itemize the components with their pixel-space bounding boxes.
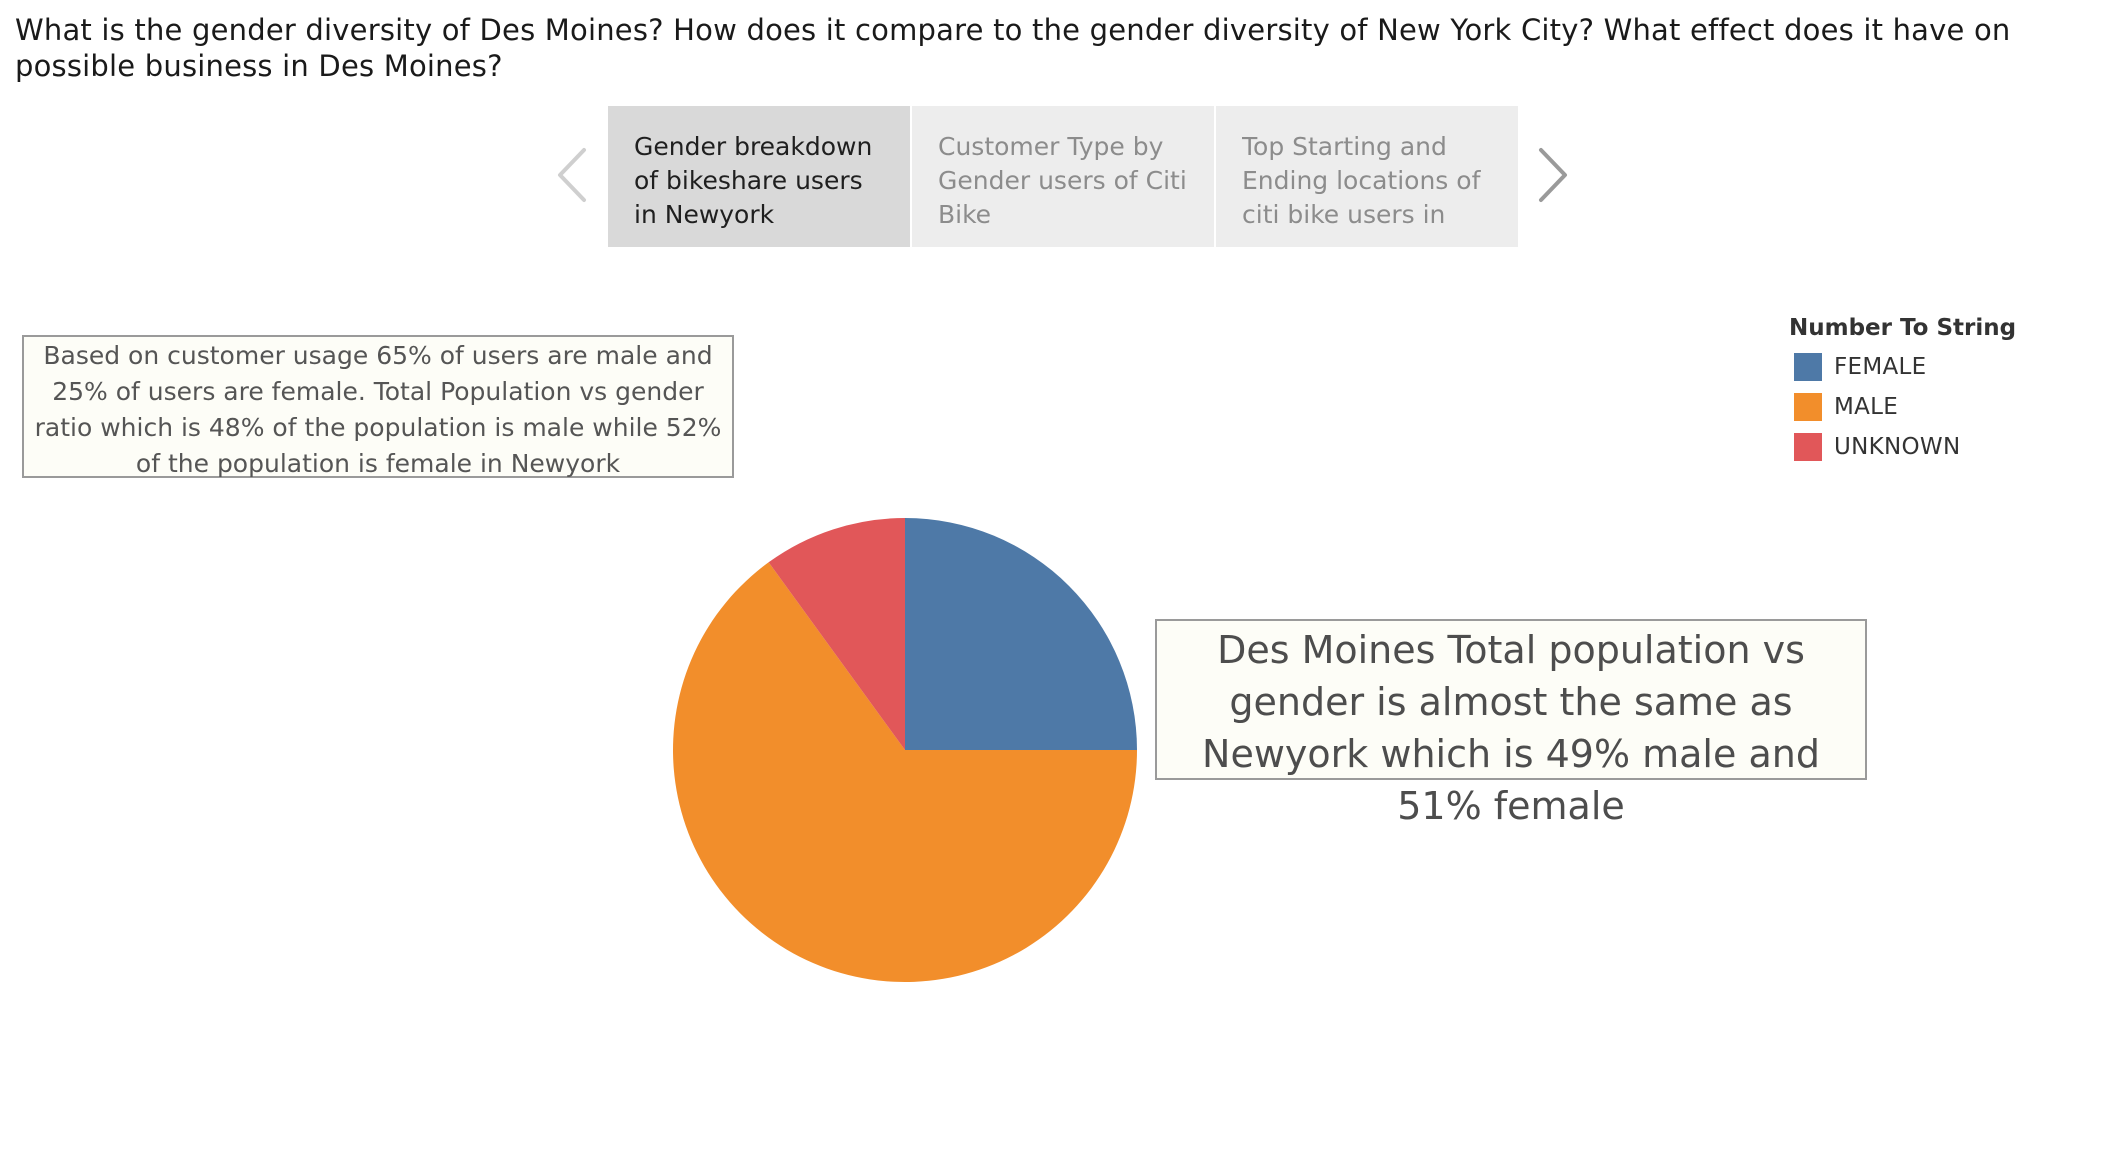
desmoines-annotation: Des Moines Total population vs gender is… bbox=[1155, 619, 1867, 828]
story-point-top-locations[interactable]: Top Starting and Ending locations of cit… bbox=[1216, 106, 1518, 247]
legend-swatch-female bbox=[1794, 353, 1822, 381]
chevron-left-icon bbox=[558, 148, 586, 202]
legend-item-male[interactable]: MALE bbox=[1789, 387, 2089, 427]
story-point-customer-type[interactable]: Customer Type by Gender users of Citi Bi… bbox=[912, 106, 1214, 247]
gender-pie-chart bbox=[673, 518, 1137, 982]
pie-slice-male[interactable] bbox=[673, 562, 1137, 982]
legend-swatch-unknown bbox=[1794, 433, 1822, 461]
legend-label-unknown: UNKNOWN bbox=[1834, 434, 1961, 460]
legend-title: Number To String bbox=[1789, 315, 2017, 341]
story-point-label: Top Starting and Ending locations of cit… bbox=[1242, 132, 1481, 229]
next-story-point-button[interactable] bbox=[1527, 140, 1577, 210]
color-legend: Number To String FEMALE MALE UNKNOWN bbox=[1789, 313, 2089, 467]
pie-slice-female[interactable] bbox=[905, 518, 1137, 750]
story-point-gender-breakdown[interactable]: Gender breakdown of bikeshare users in N… bbox=[608, 106, 910, 247]
legend-item-unknown[interactable]: UNKNOWN bbox=[1789, 427, 2089, 467]
chevron-right-icon bbox=[1539, 148, 1567, 202]
newyork-annotation: Based on customer usage 65% of users are… bbox=[22, 335, 734, 478]
story-point-label: Customer Type by Gender users of Citi Bi… bbox=[938, 132, 1187, 229]
legend-item-female[interactable]: FEMALE bbox=[1789, 347, 2089, 387]
story-point-label: Gender breakdown of bikeshare users in N… bbox=[634, 132, 873, 229]
legend-label-female: FEMALE bbox=[1834, 354, 1927, 380]
pie-slice-unknown[interactable] bbox=[768, 518, 905, 750]
legend-label-male: MALE bbox=[1834, 394, 1899, 420]
story-title: What is the gender diversity of Des Moin… bbox=[15, 13, 2011, 83]
legend-swatch-male bbox=[1794, 393, 1822, 421]
previous-story-point-button[interactable] bbox=[550, 140, 600, 210]
